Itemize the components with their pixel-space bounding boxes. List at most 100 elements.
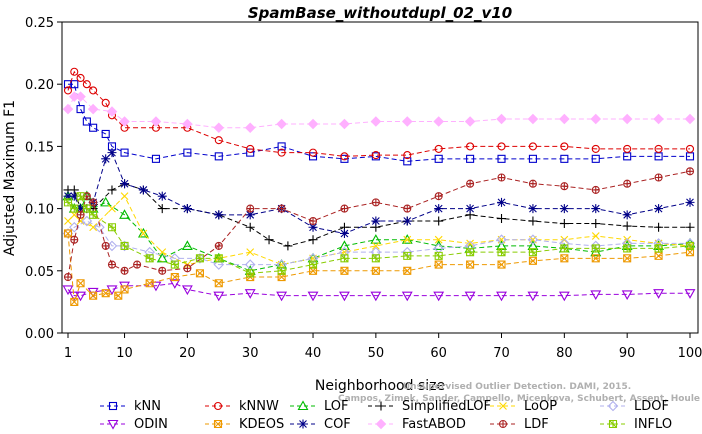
legend-item-inflo: INFLO bbox=[600, 417, 672, 432]
chart-title: SpamBase_withoutdupl_02_v10 bbox=[248, 4, 512, 22]
data-point bbox=[181, 285, 193, 296]
data-point bbox=[623, 179, 632, 188]
data-point bbox=[499, 402, 507, 410]
data-point bbox=[119, 209, 130, 219]
data-point bbox=[157, 191, 167, 201]
data-point bbox=[591, 204, 601, 214]
citation-watermark: Unsupervised Outlier Detection. DAMI, 20… bbox=[338, 382, 700, 404]
data-point bbox=[340, 154, 349, 163]
data-point bbox=[623, 244, 632, 253]
data-point bbox=[527, 113, 539, 125]
data-point bbox=[608, 419, 618, 429]
data-point bbox=[213, 291, 225, 302]
data-point bbox=[591, 232, 600, 240]
data-point bbox=[464, 116, 476, 127]
data-point bbox=[119, 116, 130, 127]
legend-label: LoOP bbox=[524, 399, 557, 414]
data-point bbox=[264, 235, 274, 245]
data-point bbox=[434, 192, 443, 201]
legend-label: LDOF bbox=[634, 399, 669, 414]
data-point bbox=[497, 197, 507, 207]
data-point bbox=[277, 204, 286, 213]
data-point bbox=[244, 289, 256, 299]
data-point bbox=[528, 216, 538, 226]
data-point bbox=[559, 113, 570, 125]
data-point bbox=[371, 198, 380, 207]
y-axis: 0.00 0.05 0.10 0.15 0.20 0.25 bbox=[25, 16, 62, 342]
data-point bbox=[151, 154, 161, 163]
x-tick-label: 80 bbox=[556, 346, 573, 361]
data-point bbox=[370, 234, 382, 244]
data-point bbox=[376, 401, 386, 411]
data-point bbox=[246, 144, 255, 153]
data-point bbox=[559, 219, 569, 229]
legend-item-ldf: LDF bbox=[490, 417, 549, 432]
data-point bbox=[591, 244, 600, 253]
data-point bbox=[340, 266, 349, 275]
data-point bbox=[182, 118, 193, 130]
data-point bbox=[528, 179, 537, 188]
data-point bbox=[308, 235, 318, 245]
legend-label: INFLO bbox=[634, 417, 672, 432]
series-kdeos bbox=[63, 229, 695, 306]
data-point bbox=[145, 279, 154, 288]
data-point bbox=[560, 154, 569, 163]
data-point bbox=[684, 289, 696, 299]
data-point bbox=[496, 234, 507, 245]
series-cof bbox=[63, 148, 695, 238]
data-point bbox=[308, 152, 318, 161]
data-point bbox=[685, 241, 695, 250]
data-point bbox=[527, 291, 539, 302]
data-point bbox=[498, 419, 508, 429]
data-point bbox=[497, 173, 506, 182]
data-point bbox=[170, 272, 179, 282]
data-point bbox=[120, 266, 129, 275]
data-point bbox=[339, 118, 350, 130]
data-point bbox=[622, 221, 632, 231]
data-point bbox=[403, 204, 412, 213]
y-tick-label: 0.00 bbox=[25, 327, 54, 342]
data-point bbox=[89, 198, 98, 207]
data-point bbox=[622, 210, 632, 220]
data-point bbox=[89, 86, 98, 95]
y-tick-label: 0.25 bbox=[25, 16, 54, 31]
data-point bbox=[63, 86, 73, 95]
data-point bbox=[591, 154, 600, 163]
data-point bbox=[70, 204, 79, 213]
data-point bbox=[590, 113, 602, 125]
data-point bbox=[213, 401, 223, 411]
data-point bbox=[107, 419, 119, 430]
series-ldf bbox=[63, 167, 695, 282]
data-point bbox=[654, 144, 663, 153]
data-point bbox=[70, 235, 79, 244]
legend-item-odin: ODIN bbox=[100, 417, 168, 432]
data-point bbox=[685, 197, 695, 207]
data-point bbox=[403, 235, 412, 244]
data-point bbox=[433, 291, 445, 302]
data-point bbox=[63, 191, 73, 201]
data-point bbox=[339, 240, 350, 250]
plot-frame bbox=[61, 21, 699, 334]
data-point bbox=[63, 80, 73, 89]
data-point bbox=[621, 113, 633, 125]
data-point bbox=[497, 260, 506, 269]
data-point bbox=[464, 291, 476, 302]
data-point bbox=[101, 289, 110, 298]
data-point bbox=[685, 144, 695, 153]
legend-item-knnw: kNNW bbox=[205, 399, 279, 414]
y-tick-label: 0.15 bbox=[25, 140, 54, 155]
x-axis-title: Neighborhood size bbox=[315, 378, 445, 394]
data-point bbox=[371, 151, 380, 160]
x-tick-label: 1 bbox=[64, 346, 72, 361]
y-axis-title: Adjusted Maximum F1 bbox=[2, 100, 18, 256]
data-point bbox=[308, 260, 318, 269]
data-point bbox=[62, 285, 74, 296]
data-point bbox=[214, 210, 224, 220]
data-point bbox=[183, 264, 192, 273]
legend-label: kNN bbox=[134, 399, 161, 414]
data-point bbox=[76, 204, 86, 214]
data-point bbox=[138, 185, 148, 195]
data-point bbox=[403, 157, 412, 166]
data-point bbox=[277, 148, 286, 157]
data-point bbox=[623, 254, 632, 263]
